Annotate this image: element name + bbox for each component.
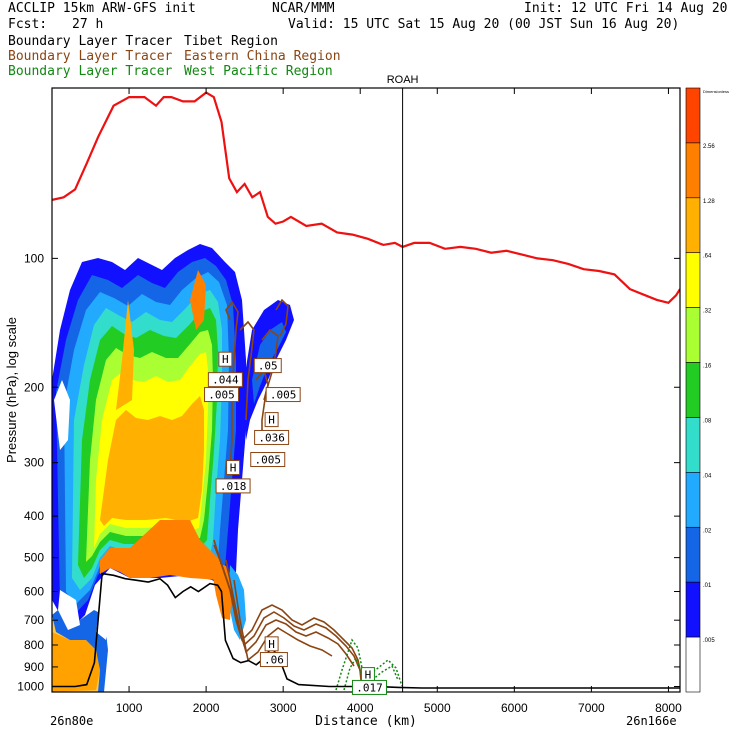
contour-label: H	[268, 638, 275, 651]
y-tick-label: 400	[24, 509, 44, 523]
contour-label-box	[207, 372, 243, 388]
tropopause-line	[52, 91, 680, 305]
y-tick-label: 300	[24, 456, 44, 470]
contour-label-box	[264, 412, 279, 428]
x-tick-label: 2000	[193, 701, 220, 715]
x-axis: 1000 2000 3000 4000 5000 6000 7000 8000	[116, 88, 682, 715]
contour-label-box	[264, 636, 279, 652]
colorbar-swatch	[685, 362, 701, 418]
contour-label: H	[222, 353, 229, 366]
init-label: Init: 12 UTC Fri 14 Aug 20	[524, 1, 728, 16]
contour-label-box	[215, 478, 251, 494]
x-tick-label: 7000	[578, 701, 605, 715]
legend-region-tibet: Tibet Region	[184, 34, 278, 49]
contour-label-box	[351, 679, 387, 695]
colorbar-swatch	[685, 197, 701, 254]
colorbar-label: .64	[703, 254, 712, 260]
legend-prefix-eastern-china: Boundary Layer Tracer	[8, 49, 173, 64]
fcst-value: 27 h	[72, 17, 104, 32]
contour-label: .036	[258, 431, 285, 444]
contour-label-box	[254, 429, 290, 445]
x-tick-label: 4000	[347, 701, 374, 715]
colorbar-label: Dimensionless	[703, 89, 729, 94]
tracer-fields	[52, 88, 680, 692]
y-tick-label: 100	[24, 251, 44, 265]
colorbar: Dimensionless 2.56 1.28 .64 .32 .16 .08 .04 .02.…	[685, 87, 729, 693]
x-axis-label: Distance (km)	[315, 714, 417, 729]
y-tick-label: 900	[24, 660, 44, 674]
y-tick-label: 500	[24, 551, 44, 565]
contour-label-box	[250, 452, 286, 468]
colorbar-swatch	[685, 472, 701, 528]
contour-label: .005	[270, 389, 297, 402]
contour-label-box	[204, 387, 240, 403]
colorbar-label: .08	[703, 418, 712, 424]
contour-label-box	[226, 460, 241, 476]
y-tick-label: 600	[24, 585, 44, 599]
left-endpoint: 26n80e	[50, 714, 93, 728]
contour-label: .018	[220, 480, 247, 493]
contour-label-box	[265, 387, 301, 403]
contour-label-box	[218, 351, 233, 367]
contour-label: H	[268, 414, 275, 427]
tibet-tracer-low-holes	[54, 380, 110, 640]
colorbar-swatch	[685, 87, 701, 144]
x-tick-label: 6000	[501, 701, 528, 715]
legend-prefix-tibet: Boundary Layer Tracer	[8, 34, 173, 49]
colorbar-label: .32	[703, 309, 712, 315]
x-tick-label: 3000	[270, 701, 297, 715]
y-tick-label: 200	[24, 380, 44, 394]
roah-marker-label: ROAH	[387, 74, 419, 86]
legend-region-west-pacific: West Pacific Region	[184, 64, 333, 79]
colorbar-swatch	[685, 636, 701, 693]
y-axis: 100 200 300 400 500 600 700 800 900 1000	[17, 251, 680, 694]
right-endpoint: 26n166e	[626, 714, 677, 728]
y-axis-label: Pressure (hPa), log scale	[4, 317, 19, 463]
colorbar-label: 2.56	[703, 144, 715, 150]
colorbar-label: .16	[703, 364, 712, 370]
contour-label: .005	[255, 454, 282, 467]
center-label: NCAR/MMM	[272, 1, 335, 16]
contour-label-box	[253, 358, 282, 374]
colorbar-label: .02	[703, 528, 712, 534]
x-tick-label: 5000	[424, 701, 451, 715]
colorbar-label: .04	[703, 473, 712, 479]
contour-label: .017	[356, 681, 383, 694]
eastern-china-tracer-contours	[213, 298, 365, 691]
colorbar-swatch	[685, 307, 701, 363]
y-tick-label: 1000	[17, 680, 44, 694]
contour-label: .05	[258, 360, 278, 373]
contour-label: H	[365, 669, 372, 682]
y-tick-label: 800	[24, 638, 44, 652]
colorbar-label: .005	[703, 638, 715, 644]
x-tick-label: 1000	[116, 701, 143, 715]
x-tick-label: 8000	[655, 701, 682, 715]
contour-label: .005	[208, 389, 235, 402]
y-tick-label: 700	[24, 613, 44, 627]
valid-label: Valid: 15 UTC Sat 15 Aug 20 (00 JST Sun …	[288, 17, 680, 32]
contour-label-box	[259, 652, 288, 668]
model-title: ACCLIP 15km ARW-GFS init	[8, 1, 196, 16]
colorbar-label: .01	[703, 583, 712, 589]
colorbar-swatch	[685, 142, 701, 199]
contour-label: .044	[212, 374, 239, 387]
colorbar-swatch	[685, 581, 701, 638]
colorbar-label: 1.28	[703, 199, 715, 205]
legend-prefix-west-pacific: Boundary Layer Tracer	[8, 64, 173, 79]
colorbar-swatch	[685, 252, 701, 308]
contour-label: H	[230, 462, 237, 475]
contour-label: .06	[264, 654, 284, 667]
legend-region-eastern-china: Eastern China Region	[184, 49, 341, 64]
colorbar-swatch	[685, 417, 701, 473]
fcst-label: Fcst:	[8, 17, 48, 32]
colorbar-swatch	[685, 526, 701, 583]
tibet-tracer-field	[52, 244, 294, 692]
west-pacific-tracer-contours	[335, 638, 403, 691]
